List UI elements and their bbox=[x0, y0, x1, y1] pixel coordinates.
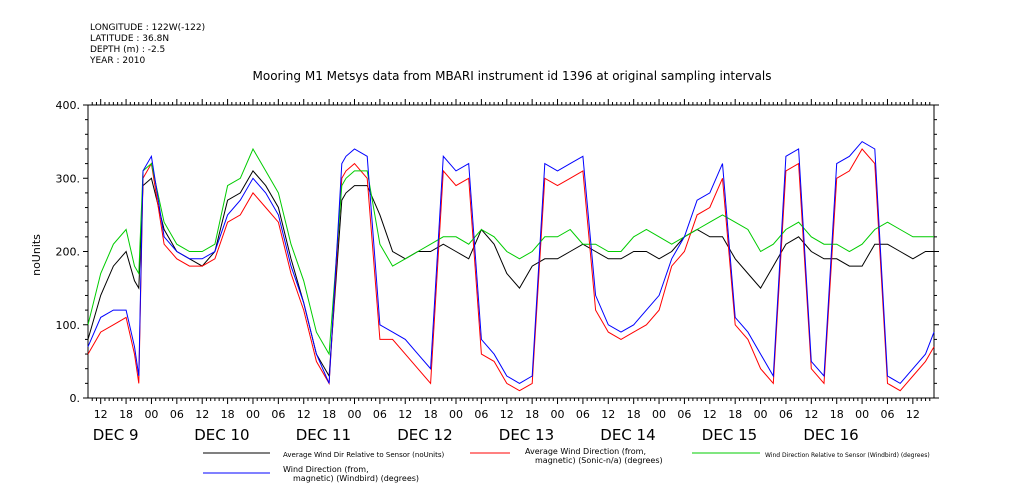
series-line-2 bbox=[87, 147, 934, 356]
x-tick-label: 00 bbox=[144, 408, 158, 421]
x-day-label: DEC 12 bbox=[397, 426, 452, 444]
x-tick-label: 18 bbox=[627, 408, 641, 421]
x-tick-label: 06 bbox=[576, 408, 590, 421]
x-tick-label: 12 bbox=[94, 408, 108, 421]
x-tick-label: 18 bbox=[119, 408, 133, 421]
x-day-label: DEC 14 bbox=[600, 426, 655, 444]
x-tick-label: 06 bbox=[474, 408, 488, 421]
y-tick-label: 300. bbox=[56, 172, 81, 185]
legend-label: Wind Direction Relative to Sensor (Windb… bbox=[765, 452, 930, 459]
x-tick-label: 00 bbox=[347, 408, 361, 421]
legend-label: Average Wind Direction (from, bbox=[525, 447, 646, 456]
x-tick-label: 12 bbox=[601, 408, 615, 421]
x-axis: 12 18 00 06 12 18 00 06 12 18 00 06 12 18 00 06 12 18 00 06… bbox=[91, 99, 931, 444]
x-tick-label: 12 bbox=[297, 408, 311, 421]
x-tick-label: 18 bbox=[322, 408, 336, 421]
legend-label-line2: magnetic) (Windbird) (degrees) bbox=[293, 474, 419, 483]
legend-label: Wind Direction (from, bbox=[283, 465, 369, 474]
x-tick-label: 18 bbox=[830, 408, 844, 421]
x-tick-label: 06 bbox=[677, 408, 691, 421]
series-line-1 bbox=[87, 148, 935, 392]
meta-latitude: LATITUDE : 36.8N bbox=[90, 34, 169, 44]
legend: Average Wind Dir Relative to Sensor (noU… bbox=[203, 447, 930, 483]
x-tick-label: 00 bbox=[652, 408, 666, 421]
x-day-label: DEC 15 bbox=[702, 426, 757, 444]
meta-longitude: LONGITUDE : 122W(-122) bbox=[90, 23, 205, 33]
x-tick-label: 18 bbox=[525, 408, 539, 421]
x-day-label: DEC 16 bbox=[803, 426, 858, 444]
x-tick-label: 06 bbox=[373, 408, 387, 421]
meta-year: YEAR : 2010 bbox=[89, 56, 146, 66]
x-tick-label: 00 bbox=[449, 408, 463, 421]
y-tick-label: 100. bbox=[56, 319, 81, 332]
x-tick-label: 00 bbox=[551, 408, 565, 421]
x-tick-label: 12 bbox=[195, 408, 209, 421]
x-tick-label: 00 bbox=[855, 408, 869, 421]
y-tick-label: 0. bbox=[70, 392, 81, 405]
x-tick-label: 06 bbox=[170, 408, 184, 421]
x-tick-label: 00 bbox=[754, 408, 768, 421]
legend-label-line2: magnetic) (Sonic-n/a) (degrees) bbox=[535, 456, 663, 465]
x-tick-label: 12 bbox=[703, 408, 717, 421]
x-tick-label: 18 bbox=[728, 408, 742, 421]
x-tick-label: 18 bbox=[221, 408, 235, 421]
x-day-label: DEC 10 bbox=[194, 426, 249, 444]
y-tick-label: 400. bbox=[56, 99, 81, 112]
x-tick-label: 18 bbox=[424, 408, 438, 421]
x-day-label: DEC 13 bbox=[499, 426, 554, 444]
x-tick-label: 12 bbox=[398, 408, 412, 421]
chart-title: Mooring M1 Metsys data from MBARI instru… bbox=[253, 69, 772, 83]
x-tick-label: 12 bbox=[500, 408, 514, 421]
x-tick-label: 00 bbox=[246, 408, 260, 421]
x-tick-label: 06 bbox=[779, 408, 793, 421]
y-axis-label: noUnits bbox=[30, 234, 43, 276]
y-axis: 0. 100. 200. 300. 400. bbox=[56, 99, 939, 405]
y-tick-label: 200. bbox=[56, 246, 81, 259]
x-day-label: DEC 11 bbox=[296, 426, 351, 444]
x-tick-label: 06 bbox=[880, 408, 894, 421]
series-line-0 bbox=[87, 170, 934, 378]
x-tick-label: 06 bbox=[271, 408, 285, 421]
x-tick-label: 12 bbox=[906, 408, 920, 421]
meta-depth: DEPTH (m) : -2.5 bbox=[90, 45, 165, 55]
series-line-3 bbox=[87, 140, 935, 385]
x-day-label: DEC 9 bbox=[93, 426, 139, 444]
legend-label: Average Wind Dir Relative to Sensor (noU… bbox=[283, 451, 444, 459]
series-layer bbox=[87, 140, 935, 392]
x-tick-label: 12 bbox=[804, 408, 818, 421]
